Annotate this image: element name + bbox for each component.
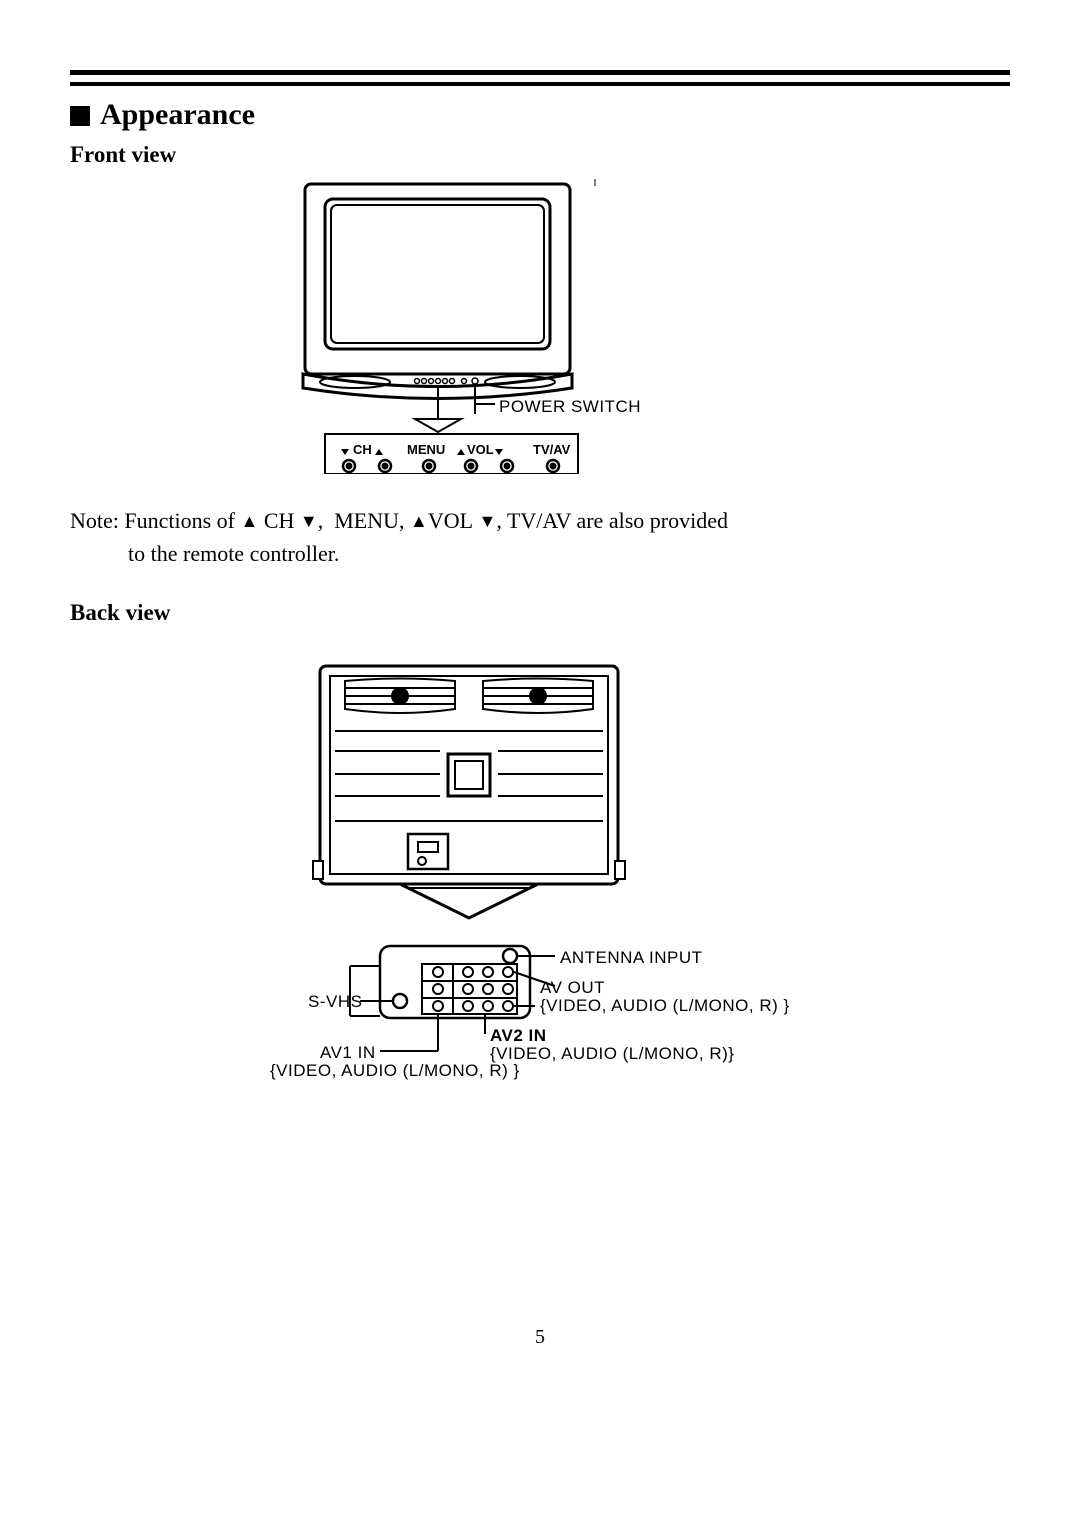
triangle-up-icon: ▲ xyxy=(410,511,428,531)
note-suffix: are also provided xyxy=(571,508,728,533)
triangle-down-icon: ▼ xyxy=(300,511,318,531)
header-rule xyxy=(70,70,1010,78)
back-view-figure: ANTENNA INPUT S-VHS AV OUT {VIDEO, AUDIO… xyxy=(70,656,1010,1126)
svg-text:VOL: VOL xyxy=(467,442,494,457)
svg-text:TV/AV: TV/AV xyxy=(533,442,571,457)
section-bullet-icon xyxy=(70,106,90,126)
av-out-detail: {VIDEO, AUDIO (L/MONO, R) } xyxy=(540,996,790,1016)
av1-in-detail: {VIDEO, AUDIO (L/MONO, R) } xyxy=(270,1061,520,1081)
triangle-down-icon: ▼ xyxy=(479,511,497,531)
power-switch-label-text: POWER SWITCH xyxy=(499,397,641,417)
antenna-input-label: ANTENNA INPUT xyxy=(560,948,703,968)
front-view-figure: CH MENU VOL TV/AV POWER SWITCH xyxy=(70,174,1010,474)
av2-in-detail: {VIDEO, AUDIO (L/MONO, R)} xyxy=(490,1044,734,1064)
front-view-heading: Front view xyxy=(70,142,1010,168)
av2-in-title: AV2 IN xyxy=(490,1026,547,1046)
triangle-up-icon: ▲ xyxy=(241,511,259,531)
note-line2: to the remote controller. xyxy=(128,541,339,566)
av-out-title: AV OUT xyxy=(540,978,605,998)
svg-text:MENU: MENU xyxy=(407,442,445,457)
note-vol: VOL xyxy=(428,508,473,533)
page-number: 5 xyxy=(70,1326,1010,1349)
section-title-text: Appearance xyxy=(100,98,255,131)
svg-text:CH: CH xyxy=(353,442,372,457)
note-text: Note: Functions of ▲ CH ▼, MENU, ▲VOL ▼,… xyxy=(70,504,1010,570)
back-view-heading: Back view xyxy=(70,600,1010,626)
svhs-label: S-VHS xyxy=(308,992,362,1012)
tv-front-svg: CH MENU VOL TV/AV xyxy=(295,174,815,474)
note-menu: MENU xyxy=(334,508,399,533)
section-title: Appearance xyxy=(70,98,1010,132)
av1-in-title: AV1 IN xyxy=(320,1043,376,1063)
note-ch: CH xyxy=(264,508,295,533)
note-prefix: Note: Functions of xyxy=(70,508,241,533)
note-tvav: TV/AV xyxy=(507,508,571,533)
